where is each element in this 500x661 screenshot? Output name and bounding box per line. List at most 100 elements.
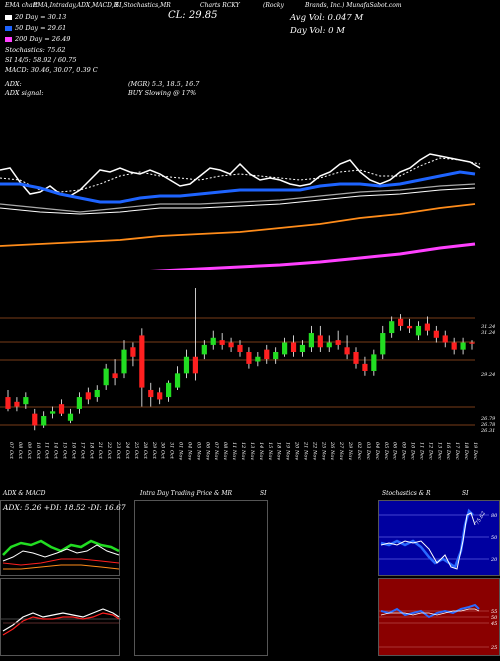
ema50-swatch xyxy=(5,25,12,31)
candle-body xyxy=(442,335,448,343)
candle-body xyxy=(273,352,279,360)
ema20-legend: 20 Day = 30.13 xyxy=(5,13,66,21)
adx-red-line xyxy=(2,558,120,566)
adx-panel: ADX: 5.26 +DI: 18.52 -DI: 16.67 xyxy=(0,500,126,576)
date-tick-label: 18 Nov xyxy=(276,442,282,460)
ema-grey-line xyxy=(0,183,476,213)
date-tick-label: 26 Nov xyxy=(329,441,335,460)
candle-body xyxy=(166,382,172,398)
date-tick-label: 05 Dec xyxy=(383,442,389,460)
adx-value: (MGR) 5.3, 18.5, 16.7 xyxy=(128,80,200,88)
header-part-0: EMA chart xyxy=(5,2,38,9)
price-level-0: 31.24 xyxy=(481,324,495,330)
date-tick-label: 30 Oct xyxy=(160,442,166,460)
date-tick-label: 07 Oct xyxy=(8,442,14,460)
candle-body xyxy=(308,333,314,348)
si-text: SI 14/5: 58.92 / 60.75 xyxy=(5,56,77,64)
header-part-4: (Rocky xyxy=(263,2,284,9)
candle-body xyxy=(264,349,270,360)
price-level-3: 26.79 xyxy=(480,416,496,422)
candle-body xyxy=(201,344,207,355)
date-tick-label: 11 Nov xyxy=(231,442,237,460)
date-tick-label: 22 Nov xyxy=(311,441,317,460)
candle-body xyxy=(67,413,74,421)
date-tick-label: 09 Oct xyxy=(26,442,32,460)
stochastics-lines: 80 50 20 75.62 xyxy=(379,508,498,570)
macd-panel xyxy=(0,578,121,656)
date-tick-label: 18 Oct xyxy=(88,442,94,460)
date-tick-label: 23 Oct xyxy=(115,441,121,460)
date-axis: 07 Oct 08 Oct 09 Oct 10 Oct 11 Oct 14 Oct 15 O… xyxy=(8,441,478,460)
date-tick-label: 12 Dec xyxy=(427,442,433,460)
ema200-magenta-line xyxy=(149,242,476,270)
si-tick-50: 50 xyxy=(491,615,498,621)
adx-panel-values: ADX: 5.26 +DI: 18.52 -DI: 16.67 xyxy=(3,503,126,512)
candle-body xyxy=(362,363,368,371)
candlestick-chart: 31.24 31.24 29.24 26.79 26.78 26.31 xyxy=(0,288,496,434)
date-tick-label: 21 Nov xyxy=(302,441,308,460)
date-tick-label: 14 Nov xyxy=(258,442,264,460)
candle-body xyxy=(76,397,82,409)
candle-body xyxy=(112,373,118,379)
candle-body xyxy=(237,344,243,353)
candle-body xyxy=(157,392,163,400)
candle-body xyxy=(103,368,109,386)
ema200-text: 200 Day = 26.49 xyxy=(15,35,71,43)
header-part-5: Brands, Inc.) MunafaSabot.com xyxy=(305,2,402,9)
candle-body xyxy=(460,342,466,350)
date-tick-label: 01 Nov xyxy=(178,442,184,460)
date-tick-label: 06 Nov xyxy=(204,442,210,460)
header-part-2: SI,Stochastics,MR xyxy=(115,2,171,9)
header-part-3: Charts RCKY xyxy=(200,2,240,9)
ema-white-thin-line xyxy=(0,153,481,197)
price-level-2: 29.24 xyxy=(480,372,495,378)
candle-body xyxy=(139,335,145,388)
date-tick-label: 29 Oct xyxy=(151,441,157,460)
si-blue-line xyxy=(380,603,480,619)
ema20-swatch xyxy=(5,14,12,20)
candle-body xyxy=(148,389,154,398)
candle-body xyxy=(23,397,29,405)
adx-signal-label: ADX signal: xyxy=(5,89,44,97)
ema-white-line2 xyxy=(0,187,476,215)
candle-body xyxy=(32,413,38,426)
si-panel: 55 50 45 25 xyxy=(378,578,500,656)
candle-body xyxy=(406,325,413,329)
candle-body xyxy=(94,389,100,398)
date-tick-label: 19 Nov xyxy=(285,442,291,460)
date-tick-label: 03 Dec xyxy=(365,442,371,460)
date-tick-label: 25 Oct xyxy=(133,441,139,460)
date-tick-label: 04 Nov xyxy=(186,442,192,460)
candle-body xyxy=(371,354,377,371)
date-tick-label: 09 Dec xyxy=(401,442,407,460)
candle-body xyxy=(50,411,56,414)
candle-body xyxy=(415,325,422,336)
date-tick-label: 15 Nov xyxy=(267,442,273,460)
date-tick-label: 10 Dec xyxy=(410,442,416,460)
stoch-tick-80: 80 xyxy=(491,513,498,519)
candle-body xyxy=(398,318,404,326)
date-tick-label: 12 Nov xyxy=(240,442,246,460)
candle-body xyxy=(121,349,127,374)
si-tick-25: 25 xyxy=(490,645,497,651)
candle-body xyxy=(174,373,181,388)
candle-body xyxy=(299,344,306,353)
candles-group xyxy=(5,288,475,431)
candle-body xyxy=(469,342,475,344)
candle-body xyxy=(344,347,350,355)
candle-body xyxy=(389,321,395,334)
candle-body xyxy=(219,340,225,345)
intraday-si: SI xyxy=(260,490,267,497)
date-tick-label: 14 Oct xyxy=(53,442,59,460)
stoch-panel-title: Stochastics & R xyxy=(382,490,431,497)
candle-body xyxy=(130,347,136,357)
ema50-blue-line xyxy=(0,170,476,204)
candle-body xyxy=(14,401,20,407)
date-tick-label: 28 Oct xyxy=(142,441,148,460)
date-tick-label: 11 Oct xyxy=(44,442,50,460)
candle-body xyxy=(353,352,359,364)
candle-body xyxy=(433,330,439,338)
candle-body xyxy=(192,356,198,374)
date-tick-label: 10 Oct xyxy=(35,442,41,460)
stoch-d-line xyxy=(380,512,476,570)
